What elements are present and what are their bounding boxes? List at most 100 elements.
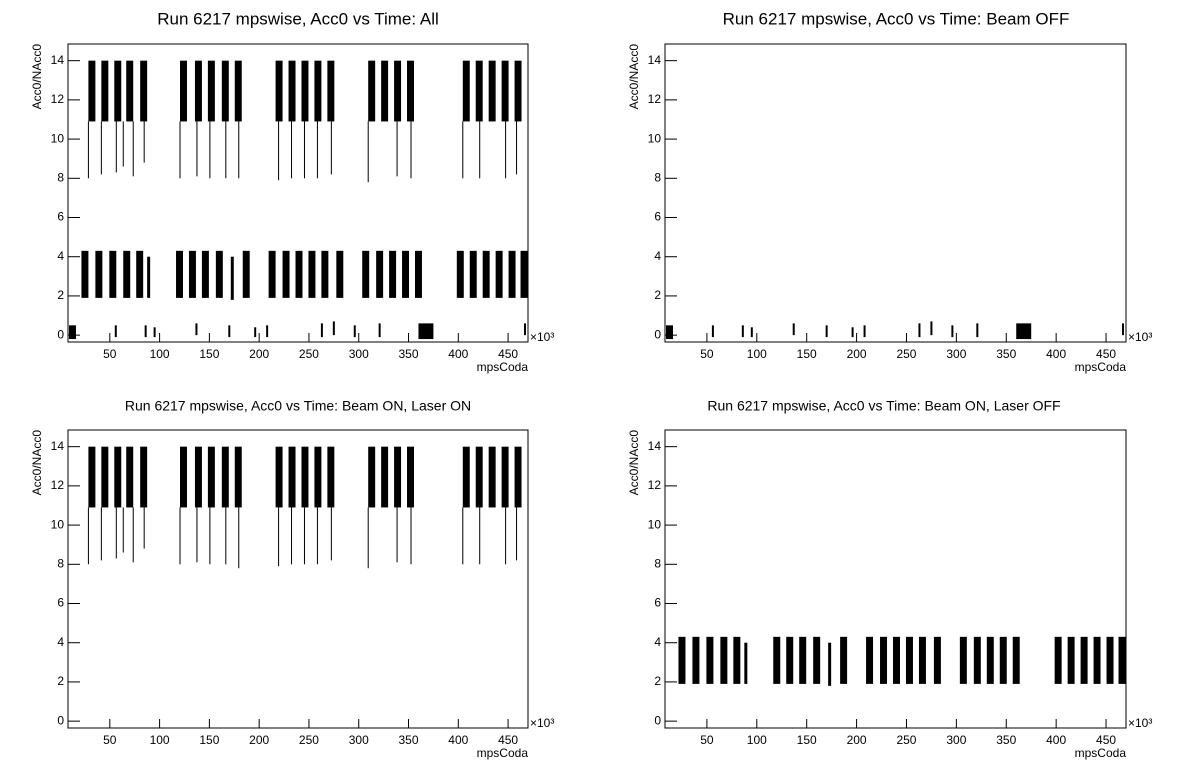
point-cluster [126,446,134,508]
point-cluster [278,507,280,567]
point-cluster [378,323,381,338]
x-tick-label: 150 [199,733,219,747]
point-cluster [918,323,921,338]
point-cluster [893,636,900,684]
point-cluster [100,507,102,561]
point-cluster [394,60,402,122]
x-axis-label: mpsCoda [477,746,529,760]
point-cluster [314,446,322,508]
point-cluster [741,325,744,338]
point-cluster [314,60,322,122]
point-cluster [179,121,181,179]
point-cluster [706,636,714,684]
point-cluster [1054,636,1062,684]
point-cluster [278,121,280,181]
point-cluster [288,446,296,508]
plot-frame [664,43,1127,343]
x-tick-label: 450 [1096,733,1116,747]
y-tick-label: 8 [57,170,64,184]
point-cluster [194,60,202,122]
point-cluster [209,121,211,179]
y-tick-label: 8 [654,170,661,184]
y-tick-label: 6 [57,210,64,224]
point-cluster [488,60,496,122]
x-axis-label: mpsCoda [477,360,529,374]
y-tick-label: 10 [51,131,65,145]
point-cluster [221,60,229,122]
y-tick-label: 6 [654,210,661,224]
x-tick-label: 150 [797,347,817,361]
point-cluster [813,636,821,684]
point-cluster [396,121,398,177]
y-tick-label: 10 [51,517,65,531]
point-cluster [316,121,318,179]
x-tick-label: 300 [946,347,966,361]
x-tick-label: 450 [498,347,518,361]
point-cluster [176,250,183,298]
point-cluster [976,323,979,338]
point-cluster [303,121,305,179]
point-cluster [678,636,686,684]
x-tick-label: 150 [797,733,817,747]
point-cluster [851,327,854,338]
chart-title: Run 6217 mpswise, Acc0 vs Time: Beam ON,… [707,398,1060,414]
point-cluster [114,446,122,508]
point-cluster [362,250,370,298]
point-cluster [68,325,76,340]
point-cluster [330,507,332,561]
plot-frame [67,429,529,729]
point-cluster [999,636,1007,684]
point-cluster [396,507,398,563]
y-tick-label: 8 [57,556,64,570]
point-cluster [332,321,335,336]
x-exponent: ×10³ [1128,716,1152,730]
point-cluster [720,636,728,684]
y-tick-label: 14 [648,53,662,67]
point-cluster [933,636,941,684]
plot-frame [67,43,529,343]
point-cluster [905,636,913,684]
point-cluster [462,121,464,179]
point-cluster [367,507,369,569]
point-cluster [692,636,700,684]
point-cluster [381,60,389,122]
point-cluster [1106,636,1114,684]
point-cluster [303,507,305,565]
y-tick-label: 2 [57,674,64,688]
point-cluster [880,636,888,684]
point-cluster [228,325,231,338]
point-cluster [87,507,89,565]
x-tick-label: 100 [747,733,767,747]
y-axis-label: Acc0/NAcc0 [30,430,44,496]
point-cluster [147,256,151,298]
x-tick-label: 200 [249,733,269,747]
y-tick-label: 12 [51,478,65,492]
panel: Run 6217 mpswise, Acc0 vs Time: Beam OFF… [627,9,1152,374]
panel: Run 6217 mpswise, Acc0 vs Time: Beam ON,… [30,398,554,760]
point-cluster [418,323,434,340]
point-cluster [87,121,89,179]
point-cluster [792,323,795,336]
x-tick-label: 200 [249,347,269,361]
x-exponent: ×10³ [530,330,554,344]
point-cluster [1118,636,1126,684]
point-cluster [196,121,198,177]
point-cluster [207,446,215,508]
x-tick-label: 450 [498,733,518,747]
point-cluster [462,446,470,508]
y-tick-label: 14 [51,439,65,453]
point-cluster [308,250,316,298]
x-tick-label: 250 [299,733,319,747]
y-tick-label: 4 [57,635,64,649]
point-cluster [88,446,96,508]
point-cluster [407,446,414,508]
point-cluster [143,121,145,163]
point-cluster [115,507,117,559]
point-cluster [825,325,828,338]
point-cluster [196,507,198,563]
point-cluster [179,507,181,565]
point-cluster [866,636,874,684]
y-tick-label: 6 [57,596,64,610]
x-tick-label: 300 [946,733,966,747]
